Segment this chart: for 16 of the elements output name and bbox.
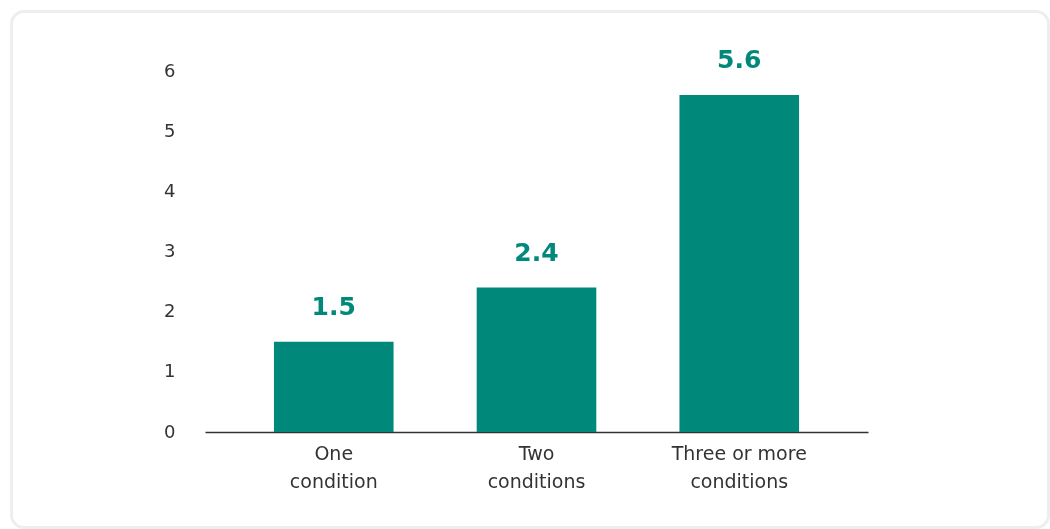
y-tick-label: 1 (164, 360, 176, 382)
y-tick-label: 3 (164, 240, 176, 261)
x-tick-label: Three or more conditions (670, 441, 807, 492)
bar (273, 341, 394, 432)
y-tick-label: 0 (164, 420, 176, 442)
y-tick-label: 2 (164, 300, 176, 322)
data-label: 1.5 (311, 291, 356, 321)
bar (679, 95, 800, 432)
y-tick-label: 5 (164, 119, 176, 141)
x-tick-label: Two conditions (487, 441, 586, 492)
data-label: 2.4 (514, 237, 559, 267)
data-label: 5.6 (717, 45, 762, 75)
x-tick-label: One condition (289, 441, 378, 492)
y-tick-label: 6 (164, 59, 176, 81)
y-tick-label: 4 (164, 179, 176, 201)
bar (476, 287, 597, 432)
